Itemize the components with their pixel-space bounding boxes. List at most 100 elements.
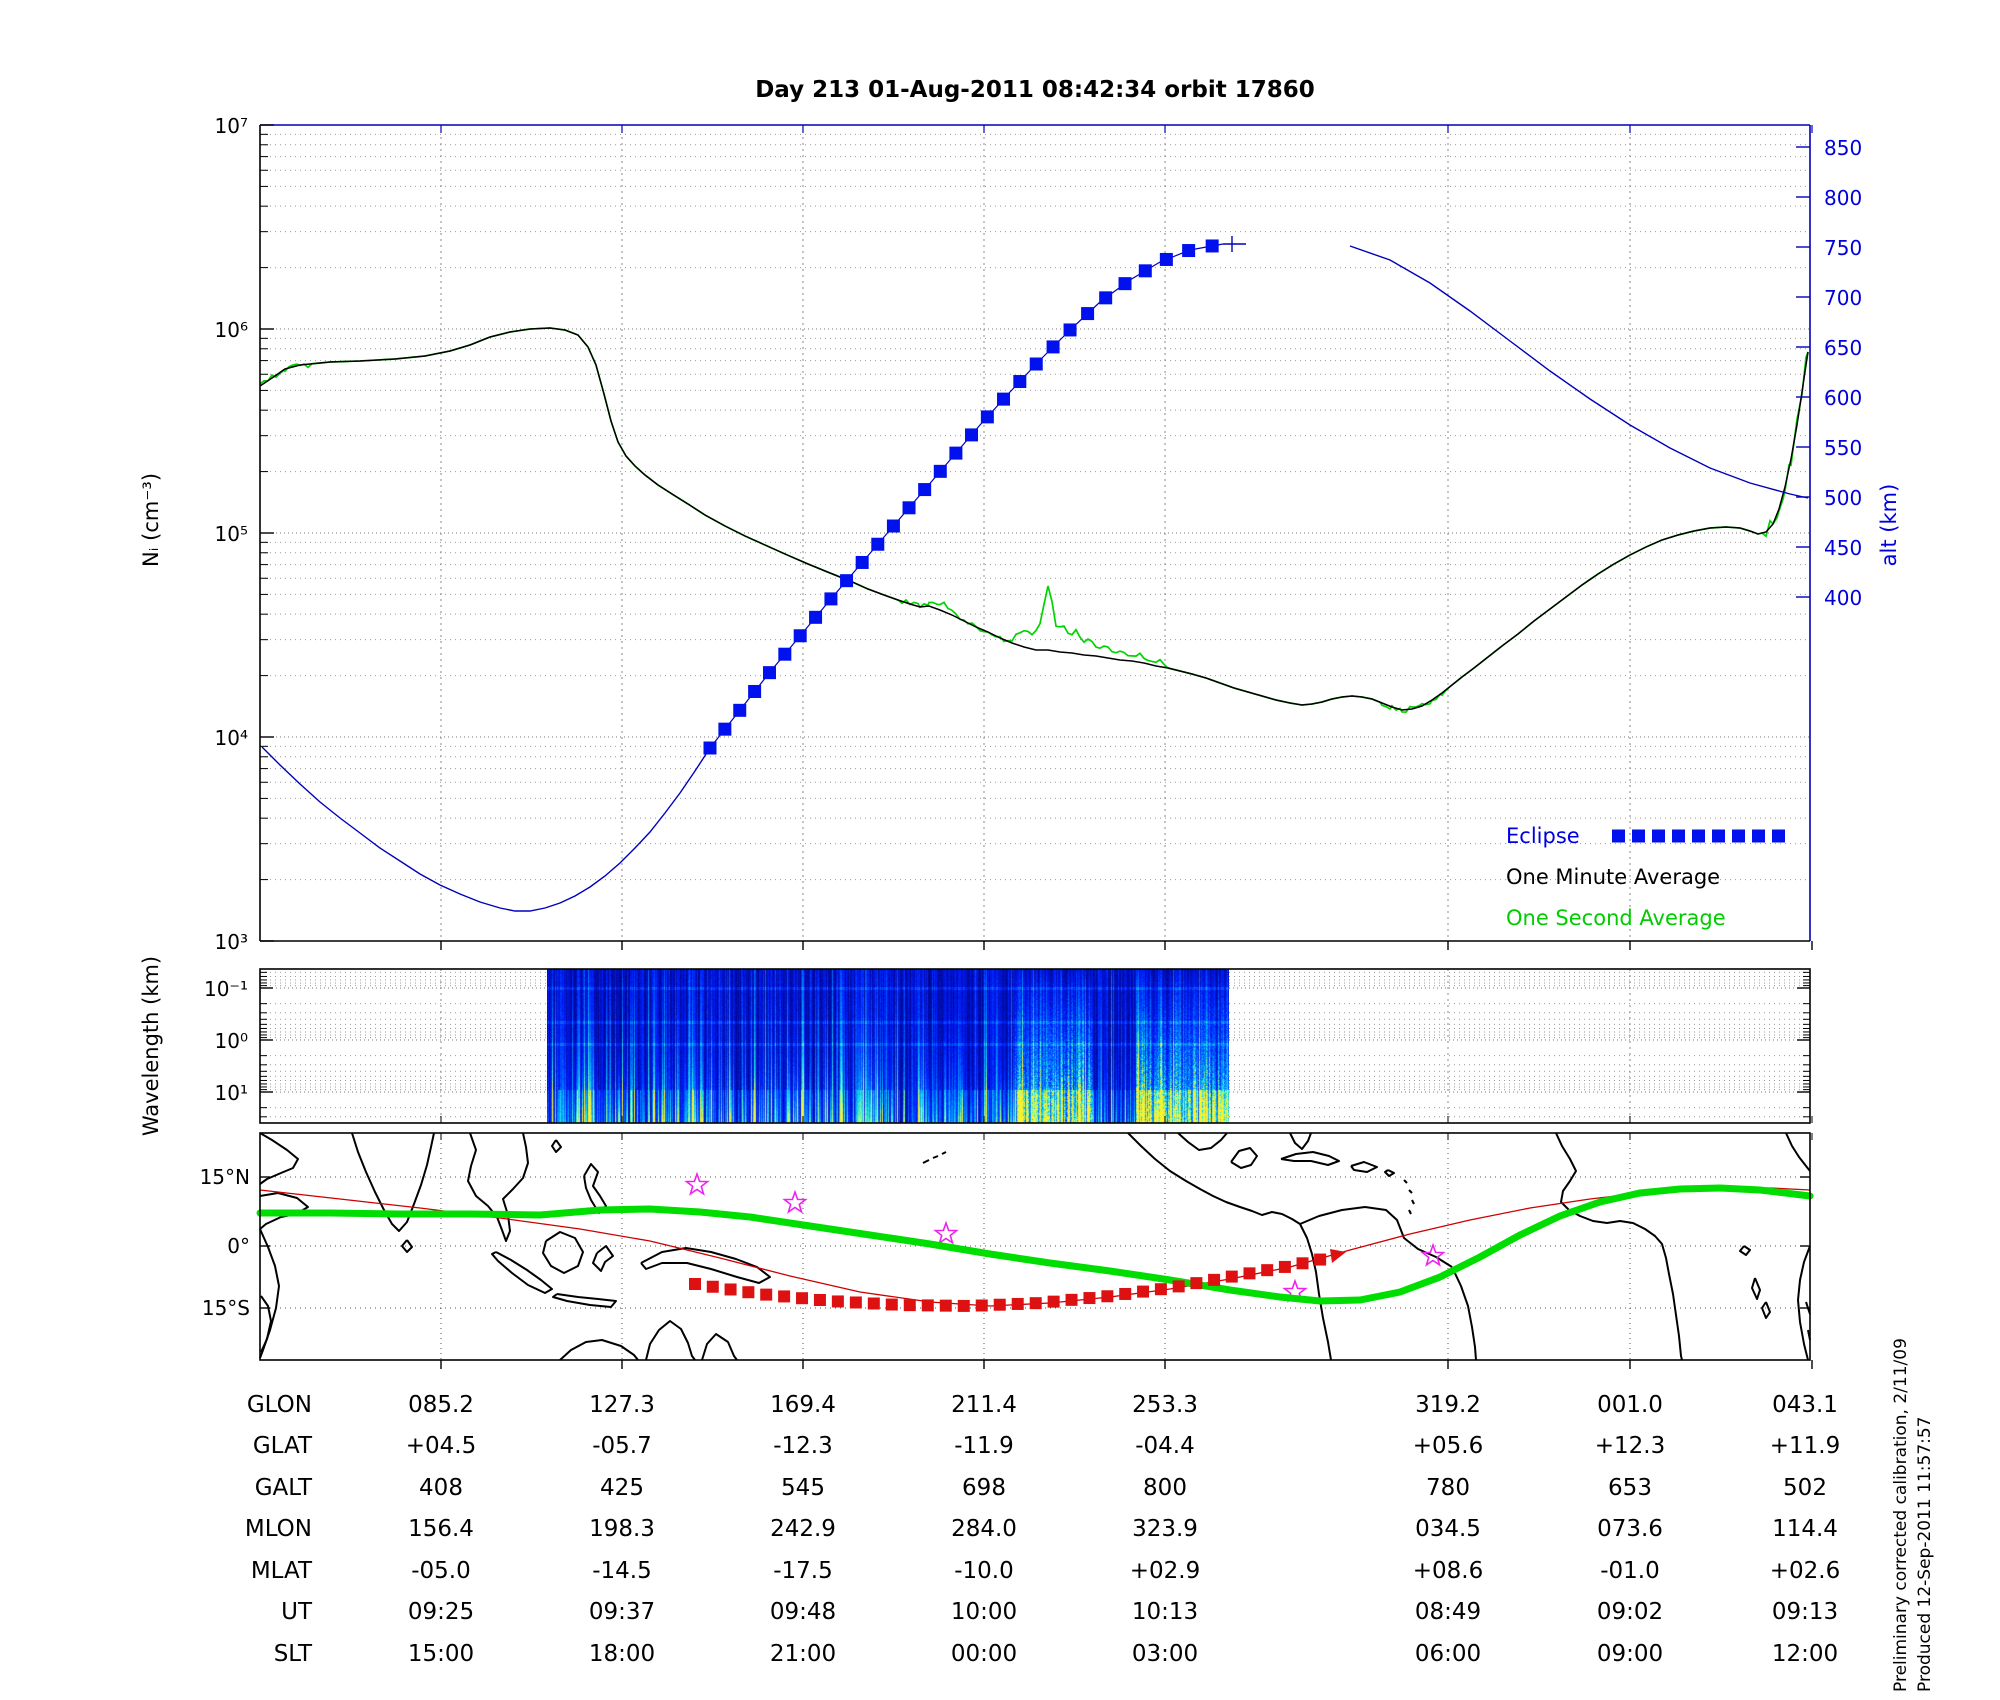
table-cell: 319.2 [1415,1392,1481,1418]
eclipse-dash [1013,375,1027,389]
altitude-curve-right [1349,245,1809,499]
ground-station-star [782,1189,808,1214]
one-minute-average-curve [259,327,1809,711]
eclipse-track-dash [1261,1264,1274,1277]
eclipse-dash [1046,340,1060,354]
table-cell: 09:00 [1597,1641,1663,1667]
y-axis-label-density: Nᵢ (cm⁻³) [139,473,163,567]
eclipse-track-dash [867,1297,880,1310]
coastline [260,1295,272,1353]
table-cell: -17.5 [773,1558,833,1584]
table-cell: 502 [1783,1475,1827,1501]
ephemeris-table: GLON 085.2 127.3 169.4 211.4 253.3 319.2 001.0 0… [245,1392,1840,1667]
eclipse-track-dash [1029,1297,1042,1310]
map-lat-label-0: 0° [227,1234,250,1258]
table-cell: 156.4 [408,1516,474,1542]
eclipse-track-dash [706,1280,719,1293]
eclipse-track-dash [1011,1297,1024,1310]
eclipse-dash [1205,239,1219,253]
coastline [1739,1245,1751,1256]
coastline [259,1132,299,1185]
coastline [1451,1266,1477,1361]
eclipse-dash [718,722,732,736]
eclipse-dash [1159,252,1173,266]
coastline [552,1293,617,1308]
coastline [1299,1223,1332,1361]
y2-tick-label: 450 [1824,536,1862,560]
coastline [491,1251,553,1294]
y-axis-label-wavelength: Wavelength (km) [139,956,163,1136]
top-panel-gridlines [260,125,1810,942]
legend-eclipse-dash [1772,829,1785,843]
ground-station-star [1420,1242,1446,1267]
map-lat-label-15s: 15°S [202,1296,250,1320]
eclipse-track-dash [831,1295,844,1308]
coastline [645,1320,696,1361]
table-row-label: UT [281,1599,313,1625]
table-cell: 00:00 [951,1641,1017,1667]
coastline [1127,1132,1301,1225]
legend-eclipse-dash [1712,829,1725,843]
eclipse-track-dash [689,1278,701,1290]
coastline [1411,1199,1415,1205]
table-cell: -14.5 [592,1558,652,1584]
y2-axis-label-altitude: alt (km) [1877,484,1901,567]
y-tick-label: 10⁵ [215,522,248,546]
coastline [1408,1189,1413,1194]
table-cell: 780 [1426,1475,1470,1501]
coastline [1761,1301,1771,1319]
table-cell: 09:48 [770,1599,836,1625]
y2-tick-label: 700 [1824,286,1862,310]
map-lat-label-15n: 15°N [200,1165,250,1189]
table-cell: 698 [962,1475,1006,1501]
table-cell: 08:49 [1415,1599,1481,1625]
eclipse-track-dash [939,1299,952,1312]
table-row-label: GLON [247,1392,312,1418]
table-cell: -04.4 [1135,1433,1195,1459]
coastline [583,1163,607,1214]
table-row-label: MLAT [251,1558,313,1584]
table-cell: 21:00 [770,1641,836,1667]
table-cell: 085.2 [408,1392,474,1418]
table-cell: 127.3 [589,1392,655,1418]
table-cell: 073.6 [1597,1516,1663,1542]
eclipse-track-dash [849,1296,862,1309]
legend-eclipse-dash [1752,829,1765,843]
eclipse-track-dash [1225,1270,1238,1283]
coastline [401,1239,413,1253]
coastline [551,1139,562,1153]
y-tick-label: 10⁴ [215,726,248,750]
eclipse-track-dash [1172,1280,1185,1293]
eclipse-track-dash [903,1299,916,1312]
table-cell: +12.3 [1595,1433,1665,1459]
eclipse-dash [748,684,762,698]
eclipse-track-dash [1296,1257,1309,1270]
one-second-average-curve [259,327,1809,713]
table-cell: 06:00 [1415,1641,1481,1667]
eclipse-dash [918,483,932,497]
legend-eclipse-dash [1632,829,1645,843]
table-cell: 10:13 [1132,1599,1198,1625]
table-cell: 323.9 [1132,1516,1198,1542]
ground-track-green [256,1184,1814,1305]
magnetic-equator-line [259,1187,1811,1307]
legend-eclipse-label: Eclipse [1506,824,1580,848]
coastline [259,1228,280,1359]
table-cell: 425 [600,1475,644,1501]
coastline [1350,1161,1378,1173]
footer-produced-note: Produced 12-Sep-2011 11:57:57 [1915,1417,1935,1693]
table-row-label: GALT [255,1475,313,1501]
eclipse-track-dash [1243,1267,1256,1280]
table-cell: 284.0 [951,1516,1017,1542]
table-cell: +04.5 [406,1433,476,1459]
world-map-panel [256,1132,1814,1369]
table-cell: 114.4 [1772,1516,1838,1542]
table-cell: 10:00 [951,1599,1017,1625]
coastline [559,1339,639,1361]
eclipse-track-dash [885,1298,898,1311]
coastline [1785,1132,1811,1172]
coastline [1177,1132,1228,1151]
coastline [467,1132,529,1242]
plot-title: Day 213 01-Aug-2011 08:42:34 orbit 17860 [755,77,1315,103]
